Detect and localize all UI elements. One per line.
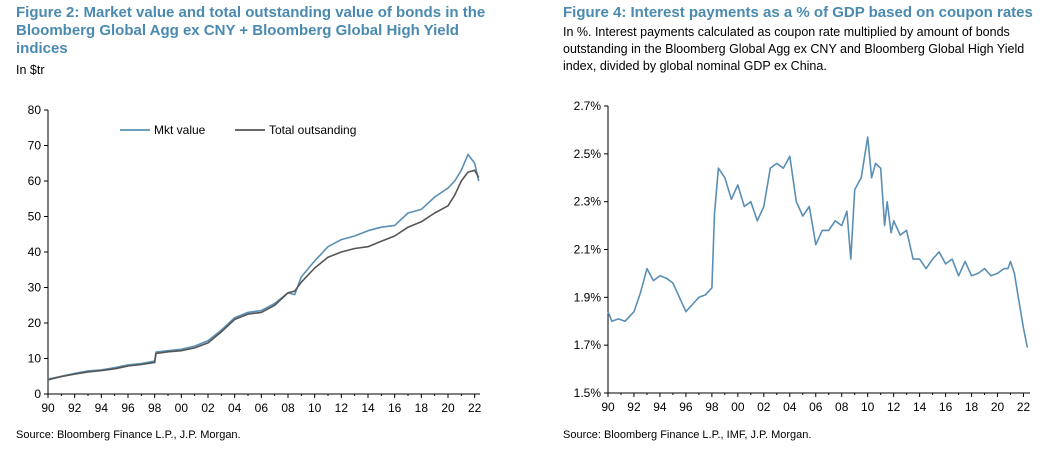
y-tick-label: 40 xyxy=(28,245,42,259)
x-tick-label: 08 xyxy=(281,401,295,415)
x-tick-label: 94 xyxy=(653,400,667,414)
x-tick-label: 06 xyxy=(809,400,823,414)
x-tick-label: 96 xyxy=(679,400,693,414)
x-tick-label: 92 xyxy=(627,400,641,414)
legend-label: Mkt value xyxy=(154,123,206,137)
chart-title: Figure 4: Interest payments as a % of GD… xyxy=(563,4,1033,21)
y-tick-label: 1.9% xyxy=(574,290,602,304)
chart-unit-label: In $tr xyxy=(16,63,45,77)
x-tick-label: 14 xyxy=(361,401,375,415)
x-tick-label: 98 xyxy=(148,401,162,415)
x-tick-label: 10 xyxy=(861,400,875,414)
y-tick-label: 10 xyxy=(28,352,42,366)
x-tick-label: 04 xyxy=(228,401,242,415)
series-line-total-outsanding xyxy=(47,169,480,381)
legend-label: Total outsanding xyxy=(269,123,356,137)
chart-source: Source: Bloomberg Finance L.P., J.P. Mor… xyxy=(16,429,241,441)
x-tick-label: 98 xyxy=(705,400,719,414)
x-tick-label: 14 xyxy=(913,400,927,414)
x-tick-label: 02 xyxy=(201,401,215,415)
x-tick-label: 18 xyxy=(415,401,429,415)
x-tick-label: 20 xyxy=(441,401,455,415)
y-tick-label: 0 xyxy=(34,387,41,401)
y-tick-label: 2.1% xyxy=(574,243,602,257)
y-tick-label: 2.3% xyxy=(574,195,602,209)
x-tick-label: 06 xyxy=(255,401,269,415)
figure-2-chart: 0 10 20 30 40 50 60 70 80 90 92 94 96 98 00 02 04 06 08 10 1… xyxy=(28,103,482,415)
y-tick-label: 60 xyxy=(28,174,42,188)
x-tick-label: 10 xyxy=(308,401,322,415)
series-line-series-0 xyxy=(607,136,1029,348)
y-tick-label: 20 xyxy=(28,316,42,330)
x-tick-label: 16 xyxy=(939,400,953,414)
x-tick-label: 94 xyxy=(95,401,109,415)
figure-4-panel: Figure 4: Interest payments as a % of GD… xyxy=(560,0,1052,451)
x-tick-label: 18 xyxy=(965,400,979,414)
x-tick-label: 92 xyxy=(68,401,82,415)
y-tick-label: 1.7% xyxy=(574,338,602,352)
series-line-mkt-value xyxy=(47,153,480,380)
chart-subtitle: In %. Interest payments calculated as co… xyxy=(563,25,1025,73)
y-tick-label: 70 xyxy=(28,139,42,153)
x-tick-label: 08 xyxy=(835,400,849,414)
x-tick-label: 22 xyxy=(468,401,482,415)
y-tick-label: 80 xyxy=(28,103,42,117)
x-tick-label: 00 xyxy=(731,400,745,414)
x-tick-label: 90 xyxy=(41,401,55,415)
y-tick-label: 2.7% xyxy=(574,99,602,113)
figure-2-panel: Figure 2: Market value and total outstan… xyxy=(0,0,520,451)
x-tick-label: 96 xyxy=(121,401,135,415)
x-tick-label: 02 xyxy=(757,400,771,414)
figure-4-chart: 1.5% 1.7% 1.9% 2.1% 2.3% 2.5% 2.7% 90 92 94 96 98 00… xyxy=(574,99,1031,414)
y-tick-label: 2.5% xyxy=(574,147,602,161)
y-tick-label: 50 xyxy=(28,210,42,224)
x-tick-label: 22 xyxy=(1017,400,1031,414)
x-tick-label: 04 xyxy=(783,400,797,414)
x-tick-label: 00 xyxy=(175,401,189,415)
y-tick-label: 1.5% xyxy=(574,386,602,400)
chart-source: Source: Bloomberg Finance L.P., IMF, J.P… xyxy=(563,429,812,441)
x-tick-label: 16 xyxy=(388,401,402,415)
x-tick-label: 12 xyxy=(335,401,349,415)
x-tick-label: 12 xyxy=(887,400,901,414)
y-tick-label: 30 xyxy=(28,281,42,295)
chart-title: Figure 2: Market value and total outstan… xyxy=(16,4,486,57)
x-tick-label: 20 xyxy=(991,400,1005,414)
x-tick-label: 90 xyxy=(601,400,615,414)
